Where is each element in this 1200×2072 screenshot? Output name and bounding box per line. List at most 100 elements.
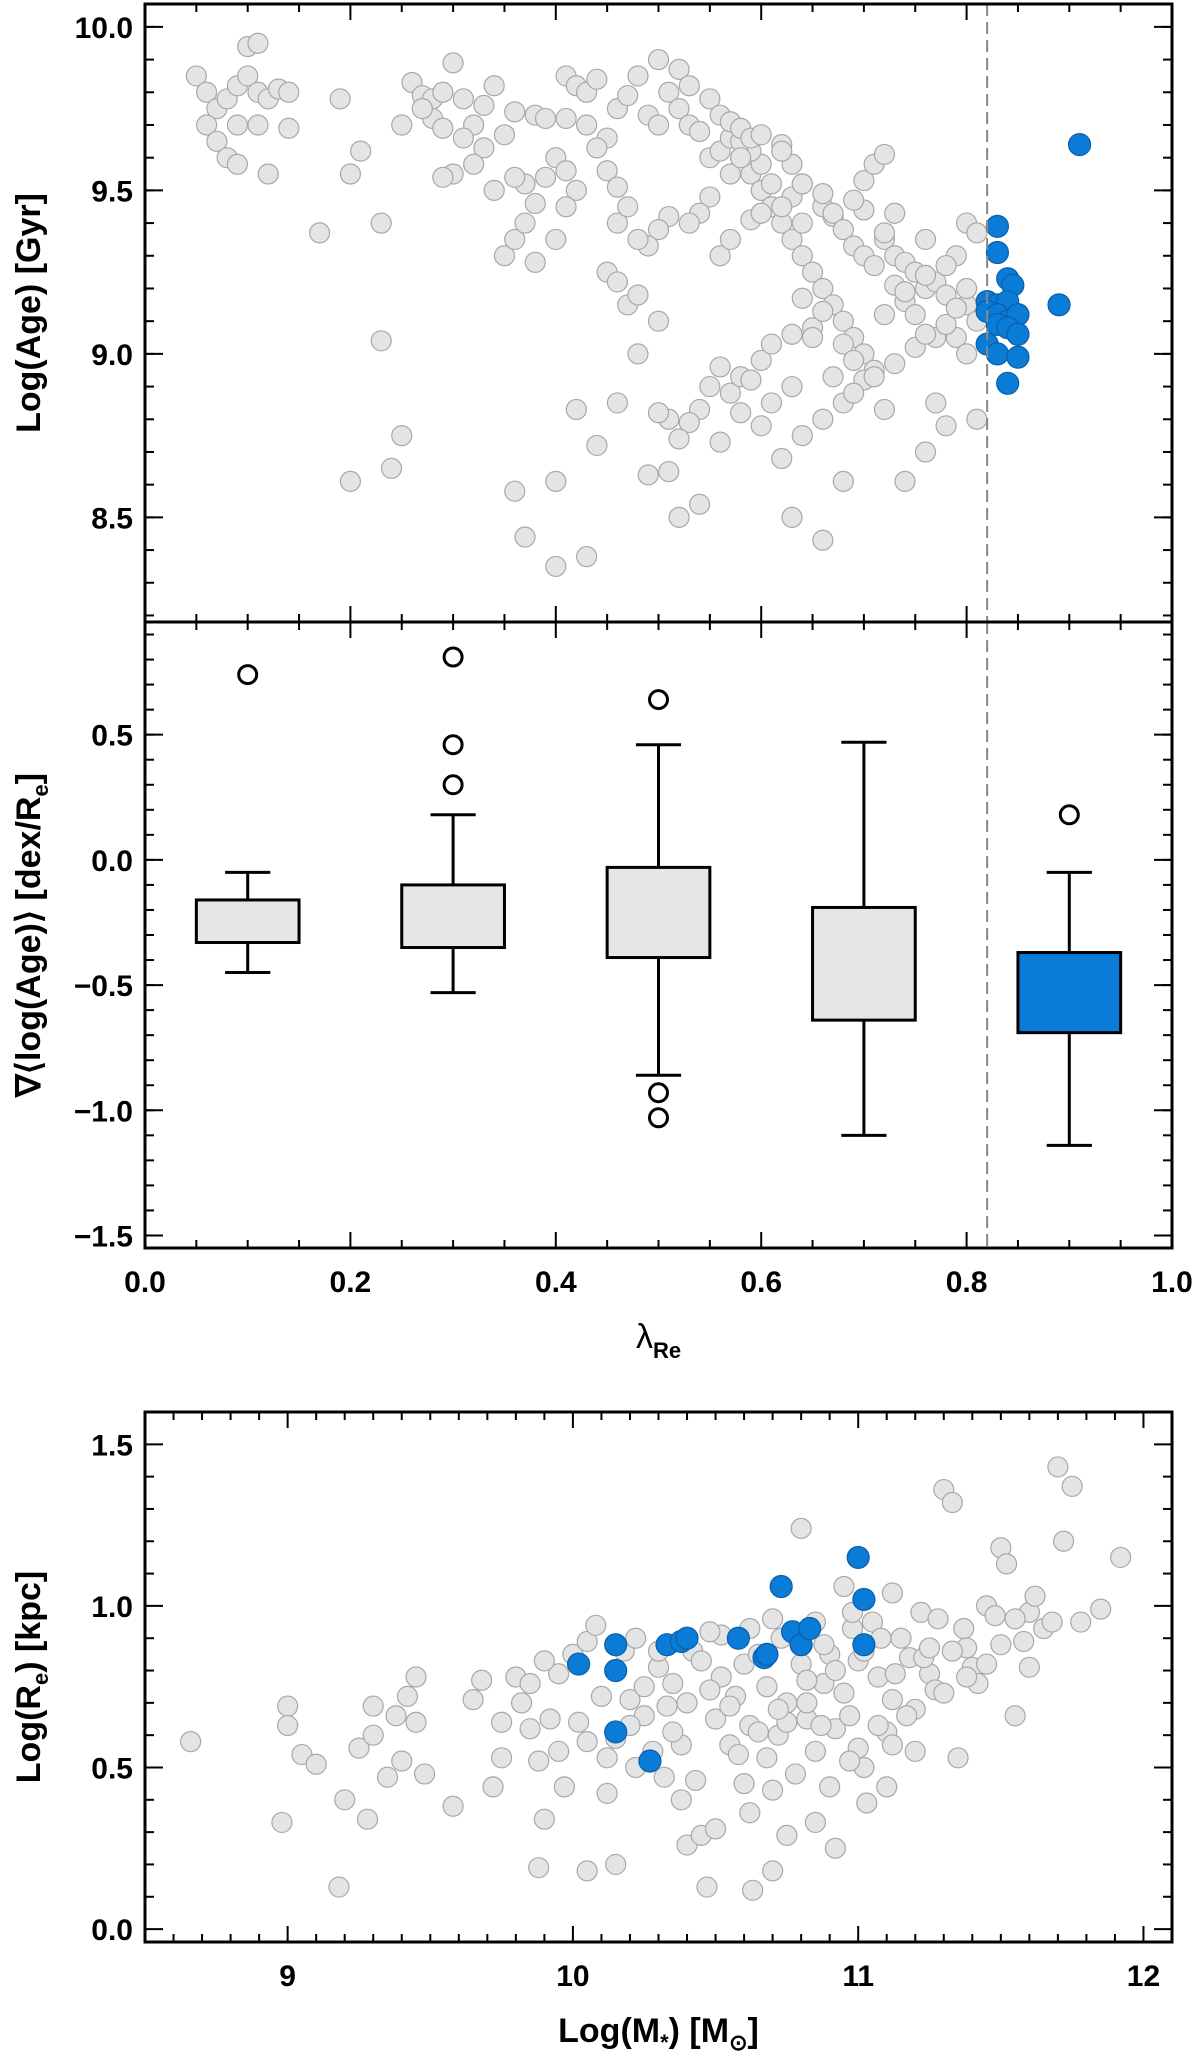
grey-galaxy-point <box>812 277 834 300</box>
grey-galaxy-point <box>555 196 577 218</box>
grey-galaxy-point <box>699 375 721 398</box>
grey-galaxy-point <box>473 94 495 116</box>
grey-galaxy-point <box>1110 1546 1132 1569</box>
grey-galaxy-point <box>781 506 803 528</box>
grey-galaxy-point <box>528 1857 550 1879</box>
grey-galaxy-point <box>873 143 896 166</box>
size-y-label-main: Log(R <box>10 1685 48 1783</box>
grey-galaxy-point <box>873 398 896 421</box>
blue-galaxy-point <box>726 1626 750 1650</box>
grey-galaxy-point <box>832 219 854 241</box>
grey-galaxy-point <box>812 300 834 322</box>
grey-galaxy-point <box>565 179 587 201</box>
blue-galaxy-point <box>985 240 1010 265</box>
grey-galaxy-point <box>678 75 700 97</box>
size-mass-scatter-points <box>180 1456 1132 1901</box>
grey-galaxy-point <box>784 1763 807 1785</box>
grey-galaxy-point <box>762 1779 784 1801</box>
blue-galaxy-point <box>769 1574 793 1599</box>
gradient-y-tick-label: −1.5 <box>74 1220 133 1253</box>
grey-galaxy-point <box>904 1740 926 1762</box>
box-outlier-point <box>648 1107 669 1129</box>
grey-galaxy-point <box>812 183 834 205</box>
grey-galaxy-point <box>196 114 218 136</box>
grey-galaxy-point <box>941 1491 963 1514</box>
grey-galaxy-point <box>247 32 269 54</box>
grey-galaxy-point <box>684 1769 707 1792</box>
grey-galaxy-point <box>653 1766 675 1788</box>
grey-galaxy-point <box>791 173 813 195</box>
gradient-x-tick-label: 0.4 <box>535 1266 577 1299</box>
grey-galaxy-point <box>762 1608 784 1630</box>
grey-galaxy-point <box>405 1666 427 1688</box>
grey-galaxy-point <box>576 1860 598 1882</box>
grey-galaxy-point <box>396 1685 419 1707</box>
grey-galaxy-point <box>625 1627 647 1649</box>
grey-galaxy-point <box>606 176 629 198</box>
box-outlier-point <box>648 1082 669 1104</box>
grey-galaxy-point <box>627 284 649 306</box>
age-vs-lambda-panel: 8.5 9.0 9.5 10.0 Log(Age) [Gyr] <box>10 2 1174 624</box>
lambda-x-label-main: λ <box>636 1318 653 1356</box>
box-outlier-point <box>648 689 669 711</box>
size-mass-panel: 9 10 11 12 0.0 0.5 1.0 1.5 Log(Re) [kpc] Log(M*… <box>10 1410 1174 2055</box>
grey-galaxy-point <box>955 343 978 365</box>
grey-galaxy-point <box>699 1621 721 1643</box>
grey-galaxy-point <box>619 1689 641 1711</box>
grey-galaxy-point <box>617 84 639 107</box>
grey-galaxy-point <box>918 1637 941 1659</box>
age-y-tick-label: 9.5 <box>91 175 133 208</box>
grey-galaxy-point <box>662 1672 684 1695</box>
grey-galaxy-point <box>914 264 937 286</box>
grey-galaxy-point <box>833 1575 855 1598</box>
blue-galaxy-point <box>852 1587 876 1612</box>
grey-galaxy-point <box>863 254 885 277</box>
grey-galaxy-point <box>839 1705 861 1727</box>
grey-galaxy-point <box>1070 1611 1092 1633</box>
grey-galaxy-point <box>750 349 772 372</box>
grey-galaxy-point <box>819 1776 841 1798</box>
grey-galaxy-point <box>452 88 474 110</box>
grey-galaxy-point <box>411 98 433 120</box>
grey-galaxy-point <box>670 1789 692 1811</box>
grey-galaxy-point <box>180 1731 202 1753</box>
grey-galaxy-point <box>493 245 516 267</box>
grey-galaxy-point <box>370 212 392 234</box>
grey-galaxy-point <box>699 1679 721 1701</box>
grey-galaxy-point <box>884 353 906 375</box>
grey-galaxy-point <box>790 1517 812 1539</box>
box-outlier-point <box>442 734 464 756</box>
age-y-tick-label: 10.0 <box>75 12 133 45</box>
gradient-axis-ticks: 0.0 0.2 0.4 0.6 0.8 1.0 −1.5 −1.0 −0.5 0.0 0.5 <box>74 622 1193 1299</box>
gradient-x-tick-label: 0.8 <box>946 1266 988 1299</box>
grey-galaxy-point <box>856 1792 878 1814</box>
mass-x-label-sub: * <box>660 2030 669 2055</box>
grey-galaxy-point <box>719 163 741 185</box>
grey-galaxy-point <box>510 1692 533 1714</box>
size-mass-x-tick-label: 12 <box>1127 1960 1160 1993</box>
grey-galaxy-point <box>514 526 536 548</box>
grey-galaxy-point <box>627 343 649 365</box>
grey-galaxy-point <box>1024 1585 1046 1607</box>
grey-galaxy-point <box>627 228 649 251</box>
grey-galaxy-point <box>348 1737 370 1759</box>
grey-galaxy-point <box>730 147 752 169</box>
grey-galaxy-point <box>832 333 854 355</box>
grey-galaxy-point <box>576 546 598 568</box>
lambda-x-axis-label: λRe <box>636 1318 681 1363</box>
grey-galaxy-point <box>452 127 474 149</box>
grey-galaxy-point <box>688 120 711 143</box>
grey-galaxy-point <box>813 1634 835 1656</box>
grey-box <box>194 898 301 945</box>
grey-galaxy-point <box>801 261 824 283</box>
grey-galaxy-point <box>405 1711 427 1733</box>
grey-galaxy-point <box>1018 1656 1040 1678</box>
size-mass-y-tick-label: 1.0 <box>91 1591 133 1624</box>
grey-galaxy-point <box>914 323 937 345</box>
grey-galaxy-point <box>1052 1530 1075 1552</box>
grey-galaxy-point <box>519 1672 541 1695</box>
grey-galaxy-point <box>257 163 279 185</box>
blue-box <box>1016 951 1123 1035</box>
grey-galaxy-point <box>881 1734 904 1756</box>
grey-galaxy-point <box>719 228 741 251</box>
